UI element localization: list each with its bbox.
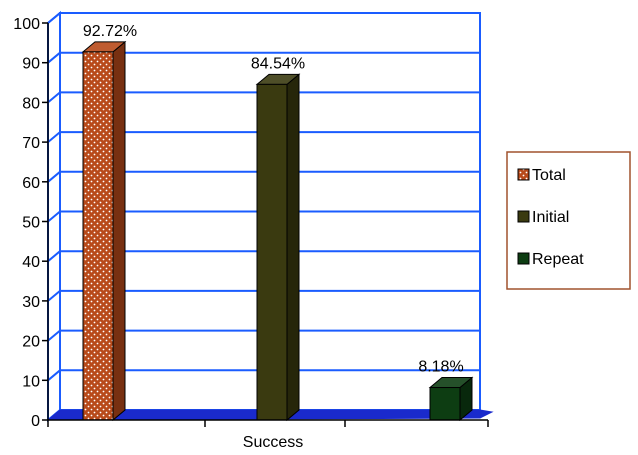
bar-initial <box>255 73 301 422</box>
legend-label: Total <box>532 167 566 184</box>
legend-swatch <box>517 210 530 223</box>
y-tick-label: 100 <box>13 16 40 33</box>
bar-repeat <box>428 376 474 422</box>
gridline-side <box>47 250 61 262</box>
gridline-side <box>47 91 61 104</box>
legend-swatch <box>517 252 530 265</box>
y-tick-label: 80 <box>22 95 40 112</box>
bars <box>81 40 474 422</box>
gridline-side <box>47 171 61 183</box>
bar-side <box>286 73 300 422</box>
x-category-label: Success <box>243 434 303 451</box>
y-tick-label: 30 <box>22 294 40 311</box>
legend-item-initial: Initial <box>517 209 569 226</box>
bar-side <box>112 40 126 422</box>
y-tick-label: 90 <box>22 56 40 73</box>
y-axis: 0 10 20 30 40 50 60 70 80 90 100 <box>13 16 49 430</box>
data-label-initial: 84.54% <box>251 55 305 72</box>
legend-label: Initial <box>532 209 569 226</box>
y-tick-label: 50 <box>22 215 40 232</box>
bar-front <box>256 83 288 421</box>
y-tick-label: 20 <box>22 334 40 351</box>
x-axis: Success <box>47 419 489 451</box>
gridline-side <box>47 290 61 302</box>
legend: Total Initial Repeat <box>506 151 631 290</box>
legend-item-total: Total <box>517 167 566 184</box>
bar-front <box>82 51 114 421</box>
y-tick-label: 60 <box>22 175 40 192</box>
gridline-side <box>47 12 61 24</box>
data-labels: 92.72% 84.54% 8.18% <box>83 23 464 376</box>
gridline-side <box>47 369 61 382</box>
y-tick-label: 10 <box>22 373 40 390</box>
y-tick-label: 40 <box>22 254 40 271</box>
gridline-side <box>47 131 61 143</box>
legend-swatch <box>517 168 530 181</box>
data-label-total: 92.72% <box>83 23 137 40</box>
y-tick-label: 0 <box>31 413 40 430</box>
legend-item-repeat: Repeat <box>517 251 584 268</box>
gridline-side <box>47 51 61 64</box>
bar-total <box>81 40 127 422</box>
bar-front <box>429 387 461 421</box>
y-tick-label: 70 <box>22 135 40 152</box>
gridline-side <box>47 210 61 223</box>
data-label-repeat: 8.18% <box>418 359 463 376</box>
gridline-side <box>47 329 61 342</box>
legend-label: Repeat <box>532 251 584 268</box>
